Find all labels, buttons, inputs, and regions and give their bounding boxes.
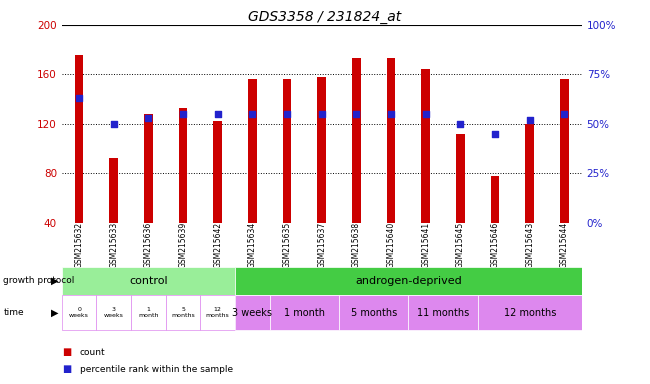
Bar <box>408 295 478 330</box>
Bar <box>478 295 582 330</box>
Text: GSM215635: GSM215635 <box>283 222 292 268</box>
Point <box>490 131 501 137</box>
Text: 11 months: 11 months <box>417 308 469 318</box>
Bar <box>62 267 235 295</box>
Text: GSM215638: GSM215638 <box>352 222 361 268</box>
Text: 5 months: 5 months <box>350 308 397 318</box>
Text: 0
weeks: 0 weeks <box>69 307 89 318</box>
Bar <box>213 121 222 223</box>
Text: GSM215645: GSM215645 <box>456 222 465 268</box>
Point <box>74 95 85 101</box>
Point <box>282 111 293 117</box>
Bar <box>456 134 465 223</box>
Text: 1
month: 1 month <box>138 307 159 318</box>
Text: count: count <box>80 348 105 357</box>
Text: GSM215637: GSM215637 <box>317 222 326 268</box>
Point <box>109 121 119 127</box>
Text: GSM215646: GSM215646 <box>491 222 500 268</box>
Bar <box>179 108 187 223</box>
Point <box>525 117 535 123</box>
Text: ▶: ▶ <box>51 308 58 318</box>
Point <box>317 111 327 117</box>
Text: GSM215639: GSM215639 <box>179 222 188 268</box>
Bar <box>200 295 235 330</box>
Point <box>247 111 257 117</box>
Bar <box>525 124 534 223</box>
Bar <box>109 159 118 223</box>
Text: ▶: ▶ <box>51 276 58 286</box>
Point <box>143 115 153 121</box>
Bar <box>270 295 339 330</box>
Text: GDS3358 / 231824_at: GDS3358 / 231824_at <box>248 10 402 23</box>
Text: control: control <box>129 276 168 286</box>
Bar <box>235 295 270 330</box>
Text: 12 months: 12 months <box>504 308 556 318</box>
Text: growth protocol: growth protocol <box>3 276 75 285</box>
Text: androgen-deprived: androgen-deprived <box>355 276 462 286</box>
Bar <box>144 114 153 223</box>
Bar <box>339 295 408 330</box>
Bar <box>560 79 569 223</box>
Text: GSM215641: GSM215641 <box>421 222 430 268</box>
Bar <box>75 55 83 223</box>
Bar <box>96 295 131 330</box>
Text: GSM215636: GSM215636 <box>144 222 153 268</box>
Bar <box>421 70 430 223</box>
Bar <box>317 77 326 223</box>
Bar <box>283 79 291 223</box>
Bar <box>235 267 582 295</box>
Bar <box>131 295 166 330</box>
Text: GSM215633: GSM215633 <box>109 222 118 268</box>
Point <box>559 111 569 117</box>
Point <box>178 111 188 117</box>
Point <box>386 111 396 117</box>
Text: 5
months: 5 months <box>171 307 195 318</box>
Bar <box>387 58 395 223</box>
Bar <box>352 58 361 223</box>
Text: GSM215643: GSM215643 <box>525 222 534 268</box>
Text: GSM215640: GSM215640 <box>387 222 396 268</box>
Text: time: time <box>3 308 24 317</box>
Point <box>455 121 465 127</box>
Text: ■: ■ <box>62 347 71 357</box>
Text: 12
months: 12 months <box>206 307 229 318</box>
Bar <box>166 295 200 330</box>
Text: GSM215644: GSM215644 <box>560 222 569 268</box>
Text: ■: ■ <box>62 364 71 374</box>
Text: GSM215642: GSM215642 <box>213 222 222 268</box>
Point <box>421 111 431 117</box>
Text: 3
weeks: 3 weeks <box>104 307 124 318</box>
Text: GSM215634: GSM215634 <box>248 222 257 268</box>
Text: percentile rank within the sample: percentile rank within the sample <box>80 365 233 374</box>
Text: GSM215632: GSM215632 <box>75 222 84 268</box>
Point <box>351 111 361 117</box>
Bar <box>491 176 499 223</box>
Bar <box>62 295 96 330</box>
Bar <box>248 79 257 223</box>
Point <box>213 111 223 117</box>
Text: 1 month: 1 month <box>284 308 325 318</box>
Text: 3 weeks: 3 weeks <box>233 308 272 318</box>
